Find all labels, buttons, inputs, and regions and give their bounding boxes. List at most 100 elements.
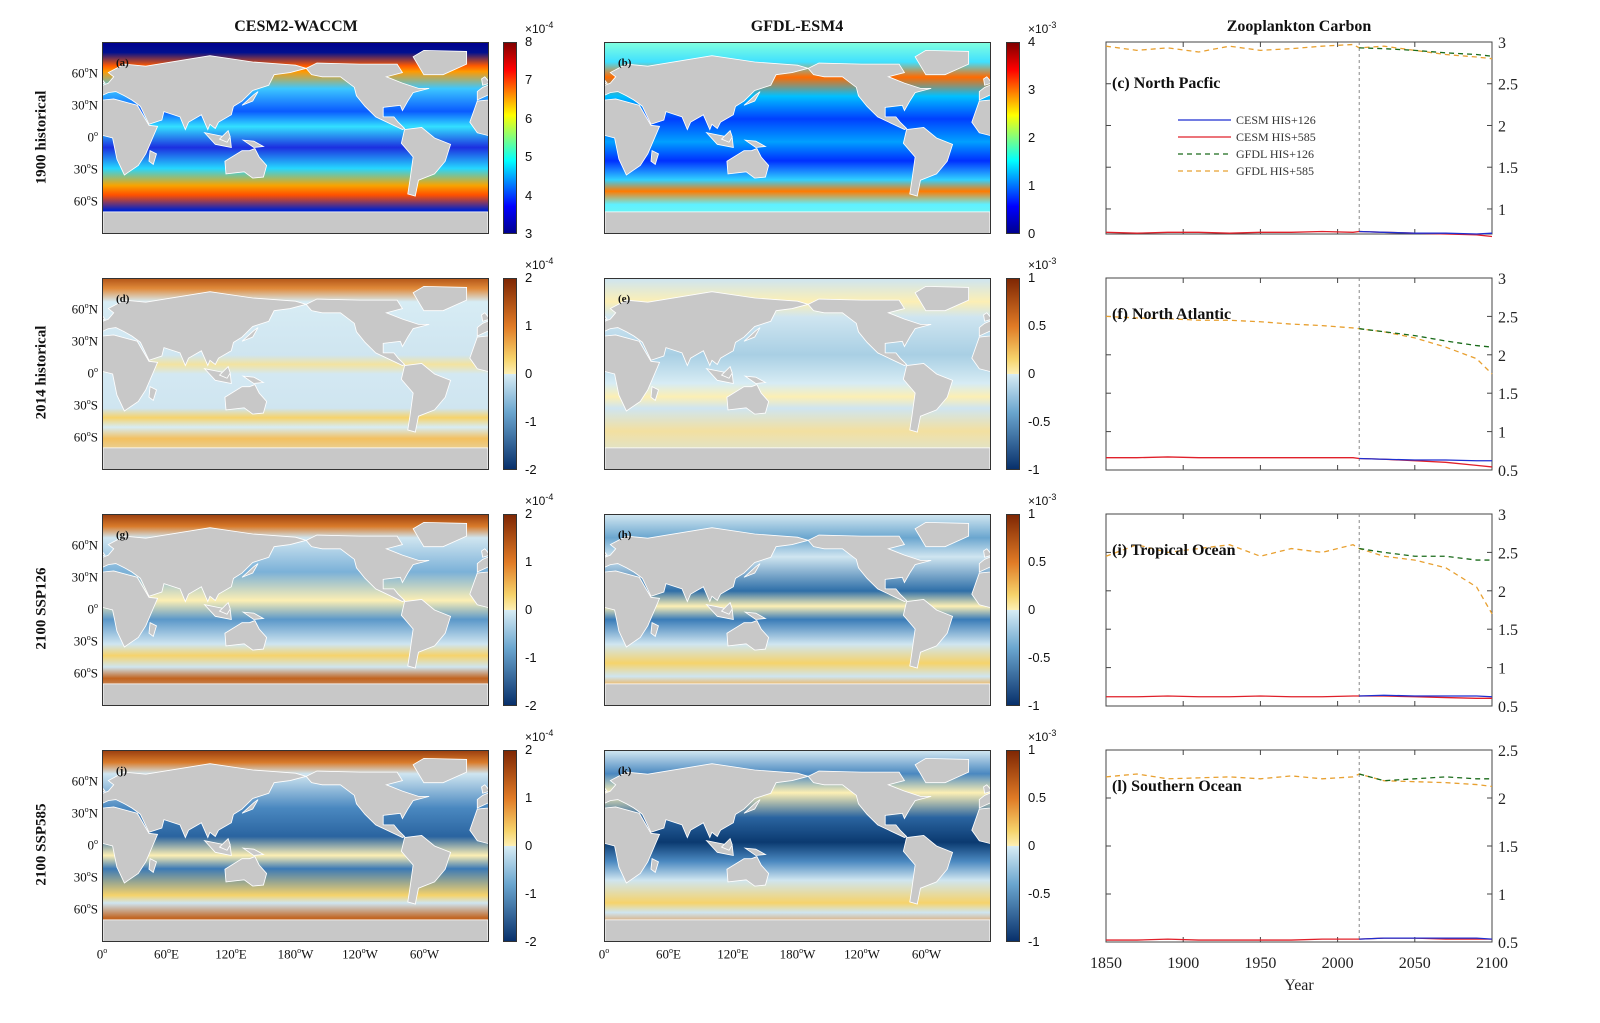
series-line-gfdl-his-126 <box>1359 47 1493 57</box>
colorbar-tick-label: 1 <box>525 554 533 569</box>
column-title-cesm: CESM2-WACCM <box>234 18 358 35</box>
latitude-tick-label: 30oN <box>71 333 98 349</box>
y-tick-label: 2 <box>1498 348 1506 365</box>
longitude-tick-label: 120oE <box>215 946 247 962</box>
map-panel <box>102 750 489 942</box>
x-tick-label: 2000 <box>1322 955 1354 972</box>
y-tick-label: 1 <box>1498 202 1506 219</box>
x-tick-label: 2100 <box>1476 955 1508 972</box>
land-mask <box>605 49 990 233</box>
row-label-1900: 1900 historical <box>33 90 50 185</box>
series-line-gfdl-his-126 <box>1359 547 1492 561</box>
row-label-2014: 2014 historical <box>33 325 50 420</box>
latitude-tick-label: 60oN <box>71 537 98 553</box>
colorbar-tick-label: -1 <box>1028 462 1040 477</box>
y-tick-label: 0.5 <box>1498 463 1518 480</box>
latitude-tick-label: 30oN <box>71 97 98 113</box>
colorbar-tick-label: 2 <box>525 506 533 521</box>
latitude-tick-label: 30oS <box>73 161 98 177</box>
colorbar-exponent: ×10-3 <box>1028 256 1057 272</box>
series-line-gfdl-his-585 <box>1105 315 1493 375</box>
land-mask <box>605 285 990 469</box>
colorbar-tick-label: 3 <box>525 226 533 241</box>
colorbar-tick-label: 0 <box>525 602 533 617</box>
latitude-tick-label: 30oS <box>73 869 98 885</box>
colorbar-exponent: ×10-4 <box>525 492 554 508</box>
colorbar-exponent: ×10-3 <box>1028 492 1057 508</box>
colorbar-tick-label: 1 <box>525 790 533 805</box>
colorbar-tick-label: -0.5 <box>1028 886 1051 901</box>
column-title-zooplankton: Zooplankton Carbon <box>1226 18 1372 35</box>
colorbar-tick-label: -1 <box>1028 698 1040 713</box>
series-line-gfdl-his-585 <box>1105 773 1493 788</box>
latitude-tick-label: 30oN <box>71 805 98 821</box>
chart-panel-title: (i) Tropical Ocean <box>1112 542 1236 559</box>
colorbar-tick-label: -1 <box>525 650 537 665</box>
colorbar <box>503 750 517 942</box>
x-tick-label: 1850 <box>1090 955 1122 972</box>
y-tick-label: 1 <box>1498 887 1506 904</box>
longitude-tick-label: 180oW <box>779 946 816 962</box>
colorbar-tick-label: 0 <box>1028 602 1036 617</box>
y-tick-label: 2 <box>1498 584 1506 601</box>
y-tick-label: 2 <box>1498 118 1506 135</box>
land-mask <box>103 285 488 469</box>
series-line-cesm-his-126 <box>1359 694 1493 698</box>
colorbar-tick-label: 1 <box>1028 178 1036 193</box>
longitude-tick-label: 0o <box>598 946 610 962</box>
land-mask <box>103 49 488 233</box>
colorbar-tick-label: 2 <box>525 270 533 285</box>
y-tick-label: 2.5 <box>1498 743 1518 760</box>
land-mask <box>605 521 990 705</box>
colorbar-tick-label: -2 <box>525 698 537 713</box>
colorbar-tick-label: 4 <box>525 187 533 203</box>
y-tick-label: 1.5 <box>1498 622 1518 639</box>
panel-label: (j) <box>116 765 127 777</box>
colorbar-tick-label: 1 <box>1028 506 1036 521</box>
colorbar <box>1006 278 1020 470</box>
series-line-cesm-his-126 <box>1359 457 1492 462</box>
colorbar <box>503 514 517 706</box>
map-panel <box>102 514 489 706</box>
colorbar-tick-label: 2 <box>525 742 533 757</box>
series-line-gfdl-his-585 <box>1105 544 1493 615</box>
colorbar-tick-label: -1 <box>525 886 537 901</box>
series-line-gfdl-his-585 <box>1105 43 1493 60</box>
panel-label: (a) <box>116 57 129 69</box>
land-mask <box>103 757 488 941</box>
latitude-tick-label: 0o <box>87 601 99 617</box>
longitude-tick-label: 120oW <box>342 946 378 962</box>
latitude-tick-label: 60oS <box>73 665 98 681</box>
y-tick-label: 1.5 <box>1498 386 1518 403</box>
latitude-tick-label: 60oS <box>73 429 98 445</box>
colorbar-tick-label: 0 <box>1028 226 1036 241</box>
colorbar <box>503 278 517 470</box>
colorbar-tick-label: 4 <box>1028 34 1036 49</box>
land-mask <box>605 757 990 941</box>
colorbar-tick-label: 0.5 <box>1028 554 1047 569</box>
legend-entry: GFDL HIS+126 <box>1236 147 1314 161</box>
y-tick-label: 0.5 <box>1498 699 1518 716</box>
y-tick-label: 2 <box>1498 791 1506 808</box>
chart-panel-title: (f) North Atlantic <box>1112 306 1231 323</box>
longitude-tick-label: 60oW <box>911 946 942 962</box>
colorbar-tick-label: -2 <box>525 462 537 477</box>
plot-frame <box>1105 277 1493 471</box>
line-chart: 1 1.5 2 2.5 3 (c) North Pacfic CESM HIS+126 CES… <box>1105 35 1518 238</box>
y-tick-label: 3 <box>1498 35 1506 52</box>
colorbar-tick-label: 1 <box>525 318 533 333</box>
longitude-tick-label: 180oW <box>277 946 314 962</box>
longitude-tick-label: 120oE <box>717 946 749 962</box>
plot-frame <box>1105 41 1493 235</box>
series-line-cesm-his-585 <box>1106 456 1493 468</box>
latitude-tick-label: 0o <box>87 365 99 381</box>
colorbar <box>1006 42 1020 234</box>
series-line-cesm-his-126 <box>1359 937 1493 940</box>
line-chart: 0.5 1 1.5 2 2.5 1850 1900 1950 2000 2050 2100 Year (… <box>1090 743 1518 994</box>
longitude-tick-label: 60oE <box>154 946 179 962</box>
colorbar-tick-label: 0.5 <box>1028 318 1047 333</box>
map-panel <box>604 514 991 706</box>
panel-label: (b) <box>618 57 632 69</box>
colorbar-tick-label: 6 <box>525 110 533 126</box>
